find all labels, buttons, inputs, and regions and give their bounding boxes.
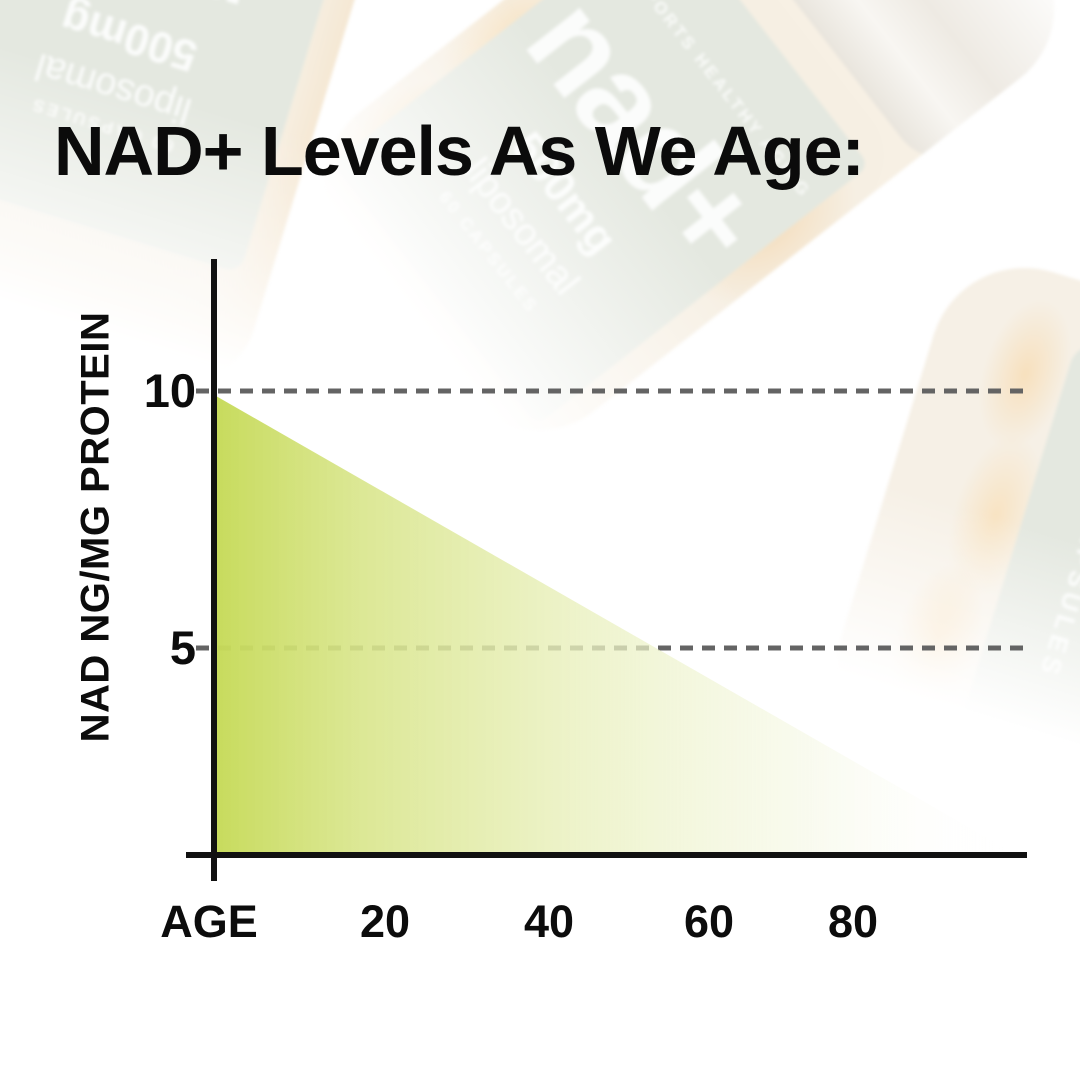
page-title: NAD+ Levels As We Age: xyxy=(54,112,865,190)
y-tick-10: 10 xyxy=(143,364,196,417)
x-tick-40: 40 xyxy=(523,896,575,947)
x-axis-label-age: AGE xyxy=(160,896,258,947)
nad-decline-area xyxy=(216,396,1012,852)
x-tick-60: 60 xyxy=(683,896,735,947)
y-tick-5: 5 xyxy=(169,621,196,674)
x-tick-80: 80 xyxy=(827,896,879,947)
x-tick-20: 20 xyxy=(359,896,411,947)
